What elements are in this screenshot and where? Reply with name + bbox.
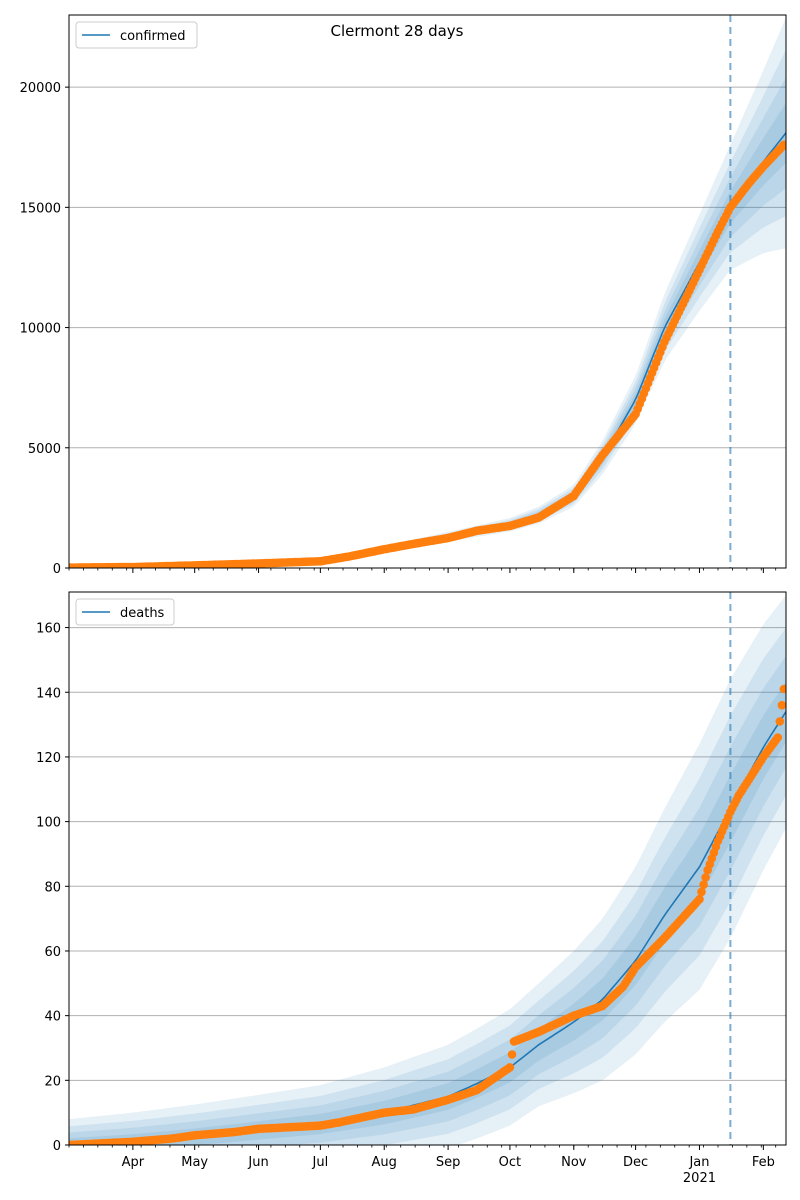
observed-point: [775, 717, 785, 726]
x-year-label: 2021: [683, 1171, 716, 1186]
y-tick-label: 140: [36, 686, 61, 701]
y-tick-label: 10000: [20, 322, 61, 337]
observed-point: [699, 880, 708, 889]
confidence-band: [69, 627, 786, 1145]
y-tick-label: 15000: [20, 201, 61, 216]
observed-point: [701, 873, 710, 882]
legend: confirmed: [75, 21, 198, 49]
y-tick-label: 0: [53, 562, 61, 577]
x-tick-label: Oct: [499, 1155, 521, 1170]
legend-label: deaths: [120, 606, 165, 621]
confidence-band: [69, 49, 786, 568]
y-tick-label: 20: [44, 1074, 61, 1089]
y-tick-label: 40: [44, 1010, 61, 1025]
y-tick-label: 0: [53, 1139, 61, 1154]
y-tick-label: 100: [36, 816, 61, 831]
legend-box: [75, 598, 175, 626]
confidence-band: [69, 655, 786, 1145]
x-tick-label: Dec: [623, 1155, 648, 1170]
y-tick-label: 60: [44, 945, 61, 960]
x-tick-label: Nov: [561, 1155, 587, 1170]
x-tick-label: Jul: [312, 1155, 329, 1170]
observed-point: [779, 140, 786, 150]
x-tick-label: Jan: [688, 1155, 709, 1170]
y-tick-label: 160: [36, 622, 61, 637]
observed-point: [695, 894, 704, 904]
y-tick-label: 5000: [28, 442, 61, 457]
observed-point: [779, 684, 786, 694]
x-tick-label: Sep: [436, 1155, 461, 1170]
y-tick-label: 120: [36, 751, 61, 766]
confirmed-panel: 0 5000 10000 15000 20000 confirmed: [20, 14, 787, 577]
plot-frame: [68, 591, 787, 1146]
legend-label: confirmed: [120, 29, 186, 44]
observed-point: [777, 700, 786, 710]
legend: deaths: [75, 598, 175, 626]
x-tick-label: Feb: [752, 1155, 775, 1170]
observed-point: [697, 887, 706, 897]
observed-point: [507, 1050, 517, 1059]
deaths-panel: 0 20 40 60 80 100 120 140 160 Apr May Jun Jul Aug Sep O…: [36, 591, 787, 1186]
x-tick-label: May: [181, 1155, 208, 1170]
x-tick-label: Aug: [372, 1155, 397, 1170]
legend-box: [75, 21, 198, 49]
chart-title: Clermont 28 days: [331, 22, 464, 40]
plot-frame: [68, 14, 787, 569]
observed-point: [773, 733, 783, 742]
y-tick-label: 20000: [20, 81, 61, 96]
observed-point: [505, 1063, 515, 1072]
y-tick-label: 80: [44, 880, 61, 895]
x-tick-label: Apr: [122, 1155, 145, 1170]
x-tick-label: Jun: [247, 1155, 268, 1170]
